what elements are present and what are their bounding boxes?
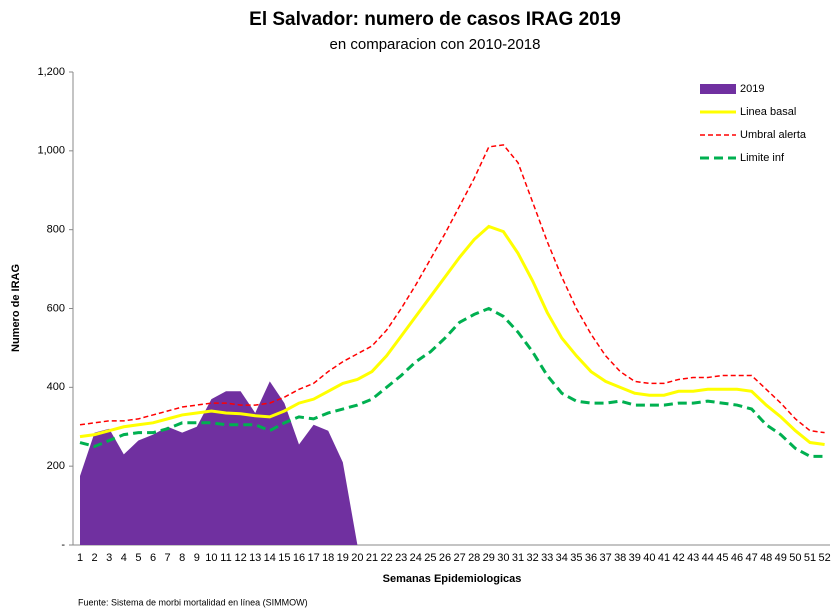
- x-tick-label: 39: [629, 552, 641, 564]
- x-tick-label: 31: [512, 552, 524, 564]
- legend-label: Umbral alerta: [740, 129, 807, 141]
- x-tick-label: 49: [775, 552, 787, 564]
- x-tick-label: 15: [278, 552, 290, 564]
- x-tick-label: 10: [205, 552, 217, 564]
- y-tick-label: 400: [47, 381, 65, 393]
- x-tick-label: 24: [410, 552, 422, 564]
- series-line: [79, 224, 825, 446]
- x-tick-label: 12: [234, 552, 246, 564]
- x-tick-label: 41: [658, 552, 670, 564]
- y-tick-label: 1,000: [37, 145, 65, 157]
- legend-swatch: [700, 84, 736, 94]
- x-tick-label: 7: [165, 552, 171, 564]
- x-tick-label: 28: [468, 552, 480, 564]
- series-line: [79, 306, 825, 458]
- x-tick-label: 26: [439, 552, 451, 564]
- x-tick-label: 51: [804, 552, 816, 564]
- x-tick-label: 48: [760, 552, 772, 564]
- x-tick-label: 14: [264, 552, 276, 564]
- x-tick-label: 2: [92, 552, 98, 564]
- legend-label: Linea basal: [740, 106, 796, 118]
- x-tick-label: 50: [789, 552, 801, 564]
- x-tick-label: 29: [483, 552, 495, 564]
- x-tick-label: 4: [121, 552, 127, 564]
- x-tick-label: 23: [395, 552, 407, 564]
- x-tick-label: 45: [716, 552, 728, 564]
- x-tick-label: 16: [293, 552, 305, 564]
- x-tick-label: 34: [556, 552, 568, 564]
- x-tick-label: 47: [745, 552, 757, 564]
- legend-label: Limite inf: [740, 152, 785, 164]
- x-tick-label: 20: [351, 552, 363, 564]
- x-tick-label: 19: [337, 552, 349, 564]
- x-tick-label: 8: [179, 552, 185, 564]
- x-tick-label: 9: [194, 552, 200, 564]
- x-tick-label: 32: [526, 552, 538, 564]
- chart-subtitle: en comparacion con 2010-2018: [330, 36, 541, 53]
- source-note: Fuente: Sistema de morbi mortalidad en l…: [78, 597, 308, 607]
- x-tick-label: 5: [135, 552, 141, 564]
- x-tick-label: 33: [541, 552, 553, 564]
- x-tick-label: 37: [599, 552, 611, 564]
- x-tick-label: 42: [672, 552, 684, 564]
- y-axis-title: Numero de IRAG: [10, 264, 22, 352]
- y-tick-label: 600: [47, 302, 65, 314]
- x-tick-label: 21: [366, 552, 378, 564]
- x-tick-label: 17: [307, 552, 319, 564]
- x-tick-label: 35: [570, 552, 582, 564]
- x-tick-label: 40: [643, 552, 655, 564]
- x-tick-label: 1: [77, 552, 83, 564]
- x-tick-label: 25: [424, 552, 436, 564]
- x-tick-label: 30: [497, 552, 509, 564]
- y-tick-label: 200: [47, 460, 65, 472]
- x-tick-label: 13: [249, 552, 261, 564]
- x-tick-label: 11: [220, 552, 231, 564]
- x-tick-label: 6: [150, 552, 156, 564]
- legend-label: 2019: [740, 83, 764, 95]
- x-tick-label: 44: [702, 552, 714, 564]
- x-tick-label: 22: [380, 552, 392, 564]
- x-tick-label: 18: [322, 552, 334, 564]
- area-2019: [80, 381, 358, 545]
- y-tick-label: 800: [47, 224, 65, 236]
- y-tick-label: -: [61, 539, 65, 551]
- x-tick-label: 52: [818, 552, 830, 564]
- x-tick-label: 43: [687, 552, 699, 564]
- y-tick-label: 1,200: [37, 66, 65, 78]
- chart-title: El Salvador: numero de casos IRAG 2019: [249, 9, 621, 30]
- x-tick-label: 38: [614, 552, 626, 564]
- x-tick-label: 36: [585, 552, 597, 564]
- x-axis-title: Semanas Epidemiologicas: [383, 573, 522, 585]
- x-tick-label: 27: [453, 552, 465, 564]
- x-tick-label: 3: [106, 552, 112, 564]
- x-tick-label: 46: [731, 552, 743, 564]
- series-line: [79, 144, 825, 434]
